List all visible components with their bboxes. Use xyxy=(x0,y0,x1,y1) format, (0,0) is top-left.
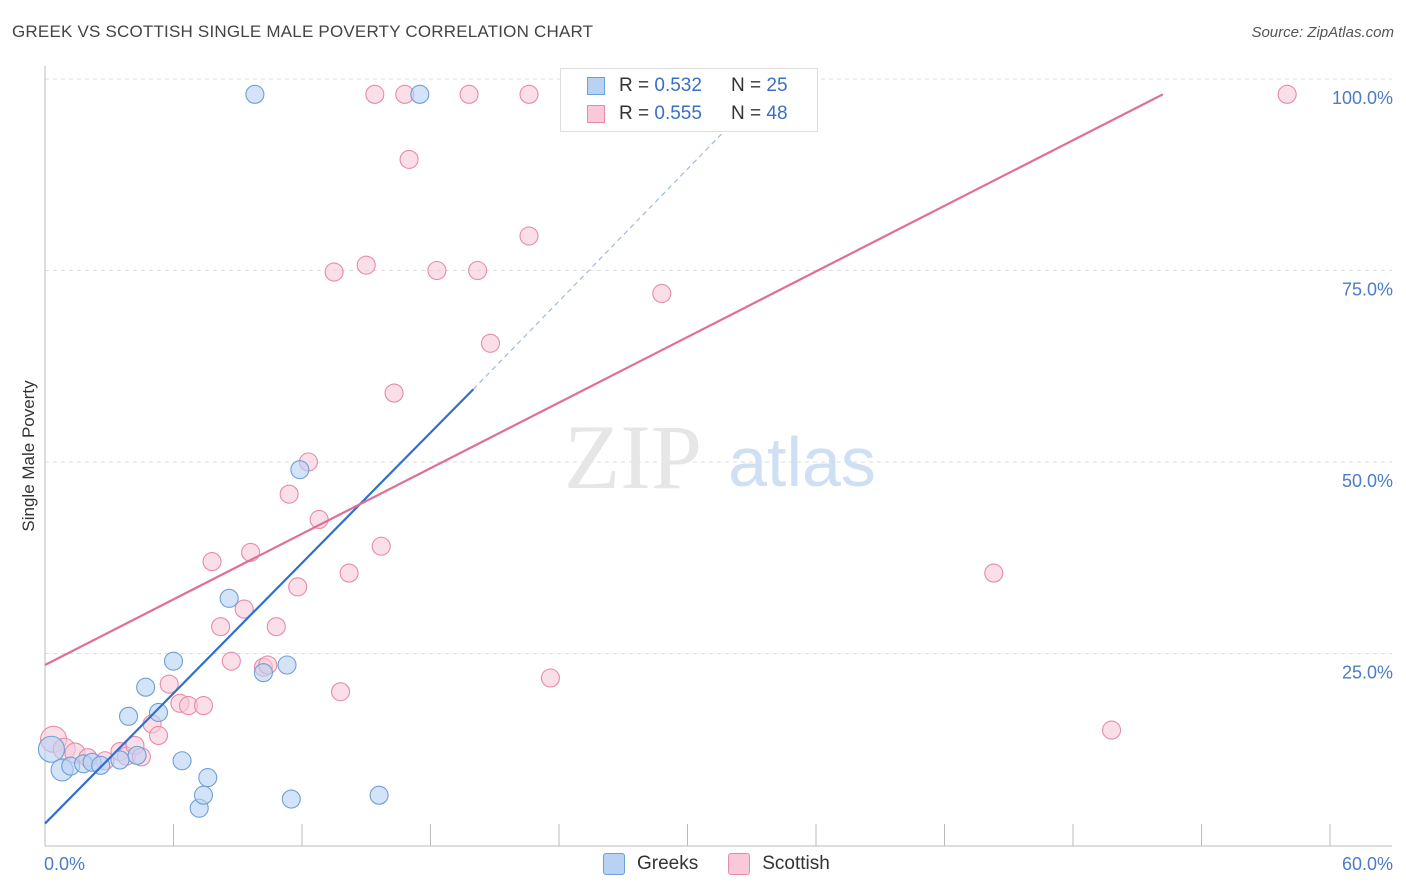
data-point-scottish xyxy=(984,563,1004,583)
data-point-scottish xyxy=(384,383,404,403)
legend-item-scottish[interactable]: Scottish xyxy=(728,853,830,875)
y-tick-label: 25.0% xyxy=(1342,663,1393,683)
data-point-greeks xyxy=(148,702,169,723)
legend-row-greeks: R = 0.532 N = 25 xyxy=(587,73,788,99)
data-point-scottish xyxy=(427,260,447,281)
x-tick-label: 0.0% xyxy=(44,854,85,874)
correlation-legend: R = 0.532 N = 25 R = 0.555 N = 48 xyxy=(560,68,818,132)
data-point-scottish xyxy=(339,563,359,583)
data-point-scottish xyxy=(652,283,672,304)
legend-n-value: 25 xyxy=(766,75,788,96)
data-point-scottish xyxy=(234,599,254,619)
watermark-zip: ZIP xyxy=(564,406,702,508)
legend-n-label: N = xyxy=(731,103,762,124)
data-point-scottish xyxy=(202,552,222,572)
data-point-greeks xyxy=(136,677,156,697)
data-point-scottish xyxy=(480,333,501,353)
data-point-greeks xyxy=(172,751,192,771)
data-point-scottish xyxy=(288,577,308,597)
legend-label-scottish: Scottish xyxy=(762,853,830,874)
y-tick-label: 75.0% xyxy=(1342,280,1393,300)
watermark: ZIP atlas xyxy=(564,406,876,508)
data-point-scottish xyxy=(540,668,560,688)
trend-line-greeks xyxy=(44,388,475,825)
data-point-greeks xyxy=(193,785,214,805)
legend-label-greeks: Greeks xyxy=(637,853,699,874)
series-legend: Greeks Scottish xyxy=(603,852,860,876)
data-point-scottish xyxy=(279,484,299,504)
data-point-scottish xyxy=(266,617,286,637)
legend-n-label: N = xyxy=(731,75,762,96)
y-axis-title: Single Male Poverty xyxy=(19,380,38,532)
data-point-scottish xyxy=(468,260,488,281)
data-point-scottish xyxy=(1277,84,1297,104)
source-label: Source: ZipAtlas.com xyxy=(1251,24,1394,41)
watermark-atlas: atlas xyxy=(728,423,876,501)
grid-lines xyxy=(45,78,1392,654)
data-point-scottish xyxy=(148,725,169,746)
data-point-scottish xyxy=(399,149,419,169)
data-point-greeks xyxy=(410,84,430,104)
legend-r-value: 0.555 xyxy=(654,103,702,124)
data-point-scottish xyxy=(1102,720,1122,740)
legend-item-greeks[interactable]: Greeks xyxy=(603,853,698,875)
legend-r-label: R = xyxy=(619,75,650,96)
data-point-greeks xyxy=(290,460,310,480)
data-point-scottish xyxy=(459,84,479,104)
legend-n-value: 48 xyxy=(766,103,788,124)
data-point-greeks xyxy=(245,84,265,104)
legend-row-scottish: R = 0.555 N = 48 xyxy=(587,101,788,127)
data-point-greeks xyxy=(253,663,274,683)
y-tick-label: 100.0% xyxy=(1332,88,1393,108)
data-points xyxy=(37,84,1297,818)
legend-swatch-scottish xyxy=(728,853,751,875)
data-point-scottish xyxy=(371,536,391,556)
data-point-scottish xyxy=(221,651,241,671)
data-point-scottish xyxy=(241,542,261,562)
data-point-greeks xyxy=(281,789,301,809)
legend-swatch-greeks xyxy=(603,853,625,875)
data-point-scottish xyxy=(365,84,385,104)
trend-extension-greeks xyxy=(472,124,731,390)
legend-swatch-greeks xyxy=(587,77,605,95)
legend-r-value: 0.532 xyxy=(654,75,702,96)
legend-r-label: R = xyxy=(619,103,650,124)
data-point-scottish xyxy=(211,617,231,637)
data-point-scottish xyxy=(330,682,351,702)
x-tick-label: 60.0% xyxy=(1342,854,1393,874)
data-point-greeks xyxy=(37,735,65,763)
data-point-greeks xyxy=(198,768,218,788)
axes xyxy=(44,66,1392,847)
data-point-scottish xyxy=(159,674,179,694)
data-point-greeks xyxy=(163,651,184,671)
data-point-greeks xyxy=(277,655,297,675)
data-point-greeks xyxy=(369,785,389,805)
data-point-greeks xyxy=(91,755,111,775)
data-point-scottish xyxy=(356,255,376,275)
y-tick-label: 50.0% xyxy=(1342,471,1393,491)
legend-swatch-scottish xyxy=(587,105,605,123)
trend-lines xyxy=(44,93,1164,825)
tick-labels: 25.0% 50.0% 75.0% 100.0% 0.0% 60.0% xyxy=(44,88,1393,874)
data-point-scottish xyxy=(324,262,344,282)
data-point-scottish xyxy=(519,84,539,104)
data-point-greeks xyxy=(127,745,147,765)
data-point-greeks xyxy=(219,588,239,608)
chart-title: GREEK VS SCOTTISH SINGLE MALE POVERTY CO… xyxy=(12,22,594,41)
trend-line-scottish xyxy=(44,93,1164,666)
data-point-scottish xyxy=(519,226,539,246)
data-point-scottish xyxy=(193,696,214,716)
data-point-greeks xyxy=(118,706,139,726)
